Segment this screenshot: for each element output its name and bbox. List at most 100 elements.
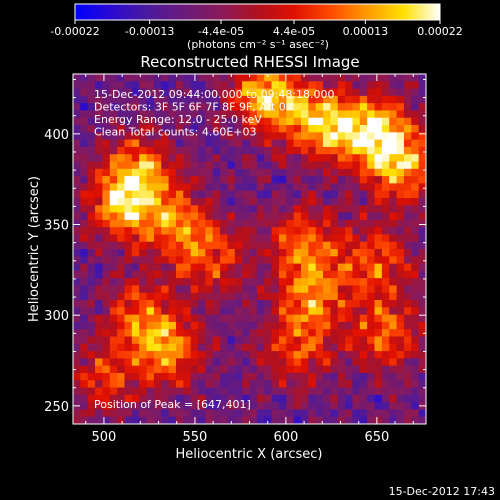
heatmap-cell — [73, 307, 81, 316]
heatmap-cell — [256, 329, 265, 337]
heatmap-cell — [337, 212, 346, 221]
heatmap-cell — [227, 219, 236, 228]
heatmap-cell — [198, 110, 206, 119]
heatmap-cell — [389, 285, 397, 294]
heatmap-cell — [109, 300, 118, 308]
heatmap-cell — [374, 219, 383, 228]
heatmap-cell — [190, 336, 199, 345]
heatmap-cell — [198, 314, 206, 323]
heatmap-cell — [205, 387, 214, 396]
heatmap-cell — [205, 314, 214, 323]
heatmap-cell — [256, 161, 265, 170]
heatmap-cell — [95, 183, 103, 192]
heatmap-cell — [161, 380, 170, 388]
heatmap-cell — [131, 117, 140, 126]
heatmap-cell — [109, 117, 118, 126]
heatmap-cell — [374, 358, 383, 367]
heatmap-cell — [212, 161, 221, 170]
heatmap-cell — [278, 241, 287, 250]
heatmap-cell — [139, 81, 147, 89]
heatmap-cell — [80, 307, 89, 316]
heatmap-cell — [396, 154, 405, 162]
heatmap-cell — [131, 307, 140, 316]
heatmap-cell — [161, 285, 170, 294]
heatmap-cell — [381, 365, 390, 374]
heatmap-cell — [190, 110, 199, 119]
heatmap-cell — [183, 300, 192, 308]
heatmap-cell — [352, 300, 361, 308]
heatmap-cell — [109, 380, 118, 388]
heatmap-cell — [146, 292, 155, 301]
heatmap-cell — [315, 219, 324, 228]
heatmap-cell — [175, 190, 184, 199]
heatmap-cell — [80, 351, 89, 359]
heatmap-cell — [300, 365, 309, 374]
heatmap-cell — [286, 139, 295, 148]
heatmap-cell — [117, 351, 125, 359]
heatmap-cell — [403, 190, 412, 199]
heatmap-cell — [227, 74, 236, 82]
heatmap-cell — [227, 103, 236, 111]
heatmap-cell — [168, 372, 177, 381]
heatmap-cell — [278, 74, 287, 82]
heatmap-cell — [242, 139, 250, 148]
heatmap-cell — [205, 329, 214, 337]
heatmap-cell — [109, 358, 118, 367]
heatmap-cell — [95, 205, 103, 213]
heatmap-cell — [220, 402, 228, 410]
heatmap-cell — [271, 81, 280, 89]
heatmap-cell — [175, 219, 184, 228]
heatmap-cell — [117, 168, 125, 177]
heatmap-cell — [139, 285, 147, 294]
heatmap-cell — [205, 416, 214, 425]
heatmap-cell — [286, 270, 295, 279]
heatmap-cell — [109, 256, 118, 264]
heatmap-cell — [139, 234, 147, 243]
heatmap-cell — [249, 351, 258, 359]
heatmap-cell — [403, 249, 412, 257]
heatmap-cell — [345, 132, 353, 141]
heatmap-cell — [374, 212, 383, 221]
heatmap-cell — [242, 154, 250, 162]
heatmap-cell — [131, 205, 140, 213]
heatmap-cell — [117, 74, 125, 82]
heatmap-cell — [403, 329, 412, 337]
heatmap-cell — [286, 234, 295, 243]
heatmap-cell — [352, 234, 361, 243]
heatmap-cell — [80, 314, 89, 323]
heatmap-cell — [249, 292, 258, 301]
heatmap-cell — [396, 372, 405, 381]
heatmap-cell — [234, 190, 243, 199]
heatmap-cell — [300, 307, 309, 316]
heatmap-cell — [249, 154, 258, 162]
heatmap-cell — [234, 314, 243, 323]
heatmap-cell — [139, 402, 147, 410]
heatmap-cell — [367, 74, 375, 82]
heatmap-cell — [131, 321, 140, 330]
heatmap-cell — [403, 300, 412, 308]
heatmap-cell — [323, 278, 331, 286]
heatmap-cell — [411, 329, 420, 337]
heatmap-cell — [198, 300, 206, 308]
heatmap-cell — [146, 343, 155, 352]
heatmap-cell — [271, 139, 280, 148]
heatmap-cell — [175, 227, 184, 235]
heatmap-cell — [381, 314, 390, 323]
heatmap-cell — [153, 190, 162, 199]
heatmap-cell — [87, 205, 96, 213]
heatmap-cell — [168, 394, 177, 403]
heatmap-cell — [117, 197, 125, 206]
heatmap-cell — [315, 278, 324, 286]
heatmap-cell — [256, 132, 265, 141]
heatmap-cell — [227, 205, 236, 213]
heatmap-cell — [124, 154, 133, 162]
heatmap-cell — [242, 351, 250, 359]
heatmap-cell — [234, 300, 243, 308]
heatmap-cell — [109, 154, 118, 162]
heatmap-cell — [87, 292, 96, 301]
heatmap-cell — [161, 292, 170, 301]
heatmap-cell — [352, 380, 361, 388]
heatmap-cell — [286, 227, 295, 235]
heatmap-cell — [389, 365, 397, 374]
heatmap-cell — [220, 380, 228, 388]
